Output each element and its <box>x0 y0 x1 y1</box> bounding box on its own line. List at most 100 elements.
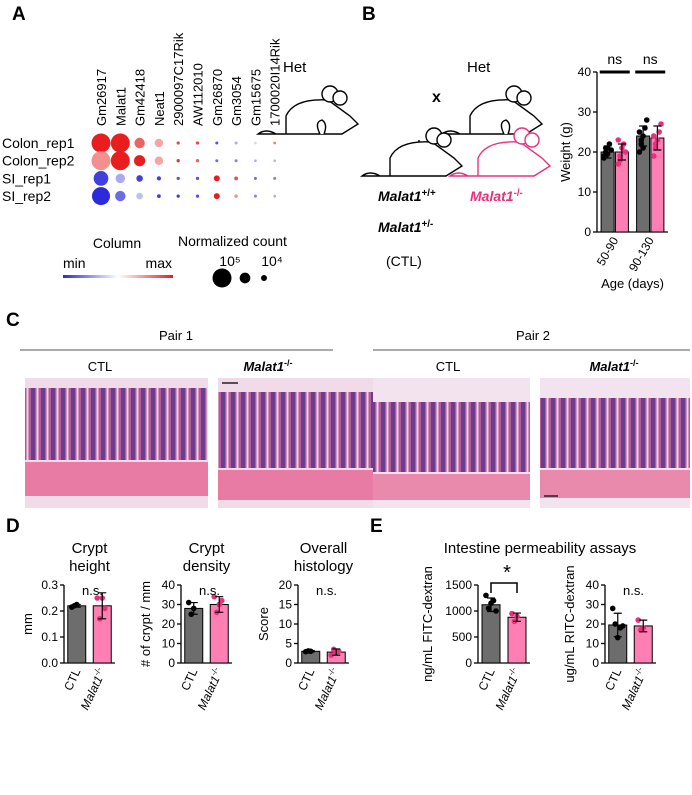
mouse-icon <box>255 85 360 135</box>
dot <box>134 137 145 149</box>
column-label: AW112010 <box>191 63 206 126</box>
panel-title: Intestine permeability assays <box>444 540 637 557</box>
column-label: Gm26917 <box>94 69 109 126</box>
dot <box>215 159 219 163</box>
error-bar <box>72 603 81 608</box>
y-tick-label: 0.2 <box>41 604 58 618</box>
data-point <box>636 149 643 155</box>
x-tick-label: CTL <box>61 666 83 693</box>
legend-title: Normalized count <box>178 233 287 249</box>
genotype-label: Malat1+/- <box>378 219 433 236</box>
bar <box>600 151 615 233</box>
mouse-icon <box>447 127 552 177</box>
y-axis-label: # of crypt / mm <box>138 581 153 667</box>
dot <box>273 141 277 145</box>
dot <box>110 151 130 171</box>
data-point <box>650 153 657 159</box>
y-tick-label: 0 <box>592 656 599 670</box>
sample-label: CTL <box>88 359 113 374</box>
dot <box>195 176 200 181</box>
data-point <box>612 621 619 627</box>
column-label: 1700020I14Rik <box>268 38 283 126</box>
column-label: Gm15675 <box>248 69 263 126</box>
column-label: Malat1 <box>113 87 128 126</box>
annotation: ns <box>607 51 622 67</box>
x-tick-label: 50-90 <box>594 234 622 268</box>
dot <box>91 133 111 153</box>
y-tick-label: 40 <box>578 65 592 79</box>
dot <box>156 176 162 181</box>
legend-dot <box>212 268 232 288</box>
y-tick-label: 10 <box>162 637 176 651</box>
error-bar <box>653 125 662 151</box>
row-label: SI_rep1 <box>2 170 51 186</box>
cross-symbol: x <box>432 89 441 106</box>
data-point <box>615 137 622 143</box>
pair-label: Pair 1 <box>159 328 193 343</box>
data-point <box>493 608 499 614</box>
y-axis-label: ng/mL FITC-dextran <box>420 566 435 682</box>
panel-label: C <box>6 310 20 331</box>
data-point <box>622 149 629 155</box>
histology-image <box>218 378 398 508</box>
dot <box>91 187 111 206</box>
row-label: Colon_rep2 <box>2 153 75 169</box>
panel-label: A <box>12 4 26 25</box>
genotype-label: Malat1-/- <box>470 188 523 205</box>
data-point <box>658 121 664 127</box>
y-tick-label: 0 <box>584 225 591 239</box>
dot <box>133 155 146 167</box>
y-tick-label: 20 <box>162 617 176 631</box>
y-tick-label: 0.3 <box>41 578 58 592</box>
error-bar <box>639 125 648 147</box>
column-label: Gm42418 <box>133 69 148 126</box>
y-tick-label: 0 <box>168 656 175 670</box>
dot <box>93 171 109 186</box>
error-bar <box>603 145 612 159</box>
error-bar <box>513 612 521 622</box>
x-tick-label: CTL <box>178 666 200 693</box>
mouse-icon <box>359 127 464 177</box>
data-point <box>185 599 192 606</box>
data-point <box>94 595 101 601</box>
dot <box>154 138 164 148</box>
error-bar <box>189 601 198 615</box>
y-tick-label: 10 <box>578 185 592 199</box>
chart-title: Overall <box>300 540 348 557</box>
error-bar <box>306 649 315 653</box>
x-axis-label: Age (days) <box>601 276 664 291</box>
dot <box>136 175 143 182</box>
y-tick-label: 40 <box>586 578 600 592</box>
y-tick-label: 30 <box>586 598 600 612</box>
annotation: n.s. <box>316 583 337 598</box>
y-tick-label: 20 <box>586 617 600 631</box>
annotation: * <box>503 562 511 584</box>
bar <box>507 616 527 664</box>
y-tick-label: 15 <box>279 598 293 612</box>
x-tick-label: CTL <box>475 666 497 693</box>
y-tick-label: 1000 <box>445 604 472 618</box>
row-label: SI_rep2 <box>2 188 51 204</box>
dot <box>234 176 239 181</box>
dot <box>254 141 257 145</box>
sample-label: CTL <box>436 359 461 374</box>
legend-dot <box>239 272 251 284</box>
legend-dot <box>260 274 268 282</box>
legend-label: 10⁵ <box>219 253 240 269</box>
bracket <box>490 582 518 593</box>
chart-layer: Gm26917 Malat1 Gm42418 Neat1 2900097C17Rik AW… <box>2 32 668 712</box>
dot <box>254 159 257 163</box>
y-axis-label: mm <box>20 613 35 635</box>
column-label: 2900097C17Rik <box>171 32 186 126</box>
data-point <box>218 597 225 604</box>
data-point <box>509 610 515 617</box>
data-point <box>635 617 642 623</box>
dot <box>195 194 200 198</box>
y-tick-label: 1500 <box>445 578 472 592</box>
data-point <box>636 129 643 135</box>
sample-label: Malat1-/- <box>589 358 638 374</box>
error-bar <box>639 619 648 633</box>
error-bar <box>215 596 224 613</box>
data-point <box>650 133 657 139</box>
y-tick-label: 0 <box>465 656 472 670</box>
